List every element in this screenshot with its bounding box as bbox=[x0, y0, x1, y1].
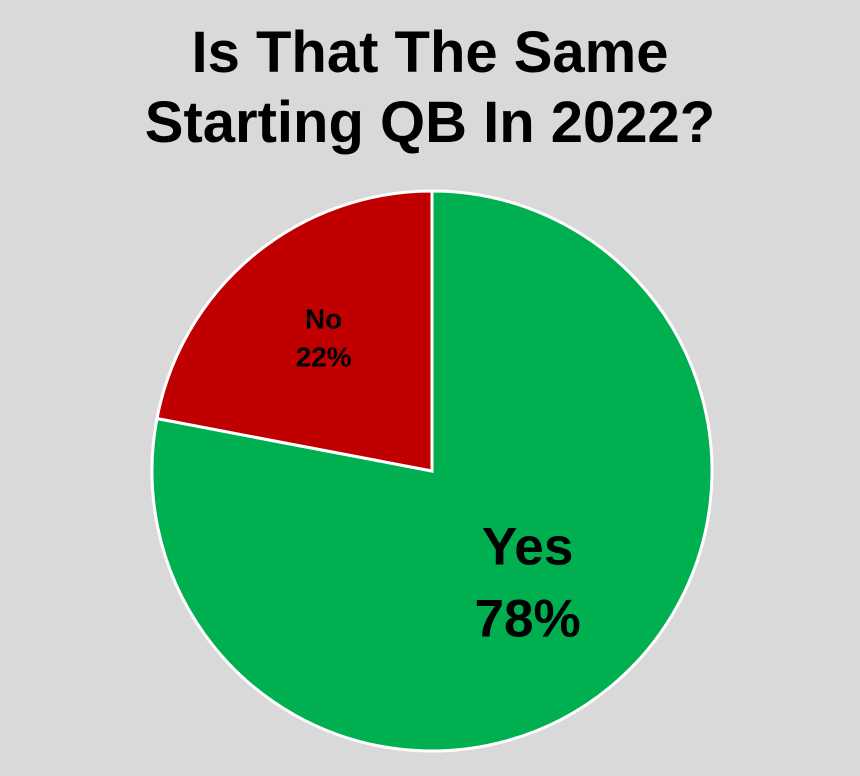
pie-slice bbox=[150, 189, 714, 753]
pie-slice bbox=[155, 189, 434, 473]
chart-title: Is That The Same Starting QB In 2022? bbox=[144, 20, 716, 155]
title-box: Is That The Same Starting QB In 2022? bbox=[0, 18, 860, 158]
slice-category-label: Yes bbox=[482, 518, 574, 577]
slice-value-label: 22% bbox=[296, 341, 352, 372]
slice-category-label: No bbox=[305, 303, 342, 334]
slice-value-label: 78% bbox=[474, 590, 580, 649]
